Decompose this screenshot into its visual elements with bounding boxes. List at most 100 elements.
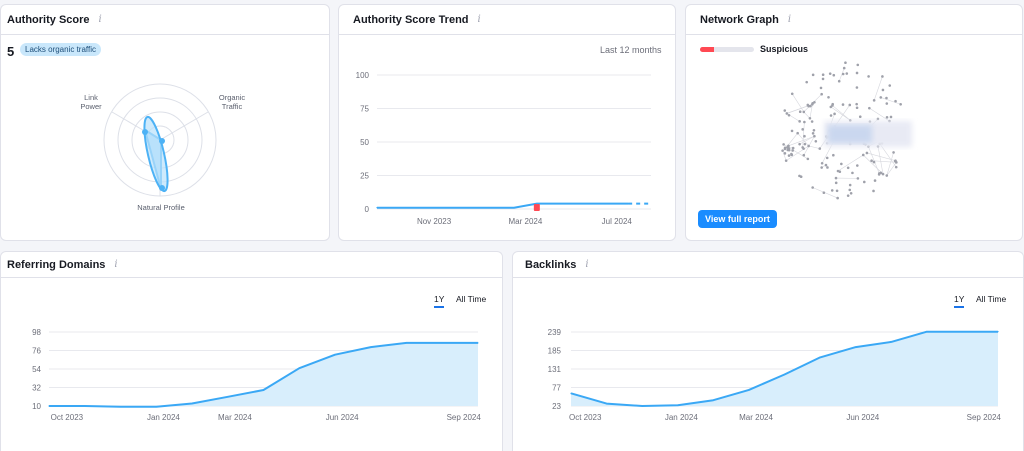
data-point [961, 331, 964, 333]
network-node [855, 106, 859, 110]
x-tick-label: Nov 2023 [417, 217, 452, 226]
radar-point-natural-profile [159, 185, 165, 191]
period-label: Last 12 months [600, 45, 662, 55]
info-icon[interactable]: i [114, 259, 118, 270]
network-legend: Suspicious [700, 44, 808, 54]
data-point [997, 331, 999, 333]
data-point [641, 405, 643, 407]
data-point [334, 354, 336, 356]
toggle-1y[interactable]: 1Y [954, 294, 965, 308]
edge [873, 76, 883, 101]
network-node [845, 72, 849, 75]
network-node [835, 189, 839, 193]
data-point [227, 396, 229, 398]
network-node [798, 110, 802, 113]
network-node [826, 166, 829, 169]
network-node [894, 165, 898, 169]
data-point [399, 207, 401, 209]
data-point [119, 406, 122, 408]
network-node [803, 142, 807, 146]
radar-point-organic-traffic [159, 138, 165, 144]
network-node [840, 162, 843, 166]
legend-label: Suspicious [760, 44, 809, 54]
network-node [858, 115, 862, 119]
network-node [799, 175, 803, 179]
data-point [570, 392, 572, 394]
network-node [790, 153, 794, 157]
network-node [783, 147, 787, 151]
edge [886, 152, 894, 176]
data-point [513, 207, 515, 209]
info-icon[interactable]: i [477, 14, 481, 25]
authority-score-header: Authority Score i [1, 5, 329, 35]
data-point [559, 203, 561, 205]
network-node [833, 112, 836, 116]
network-node [820, 92, 823, 96]
network-graph[interactable] [686, 5, 1023, 241]
x-tick-label: Mar 2024 [509, 217, 543, 226]
view-full-report-button[interactable]: View full report [698, 210, 777, 228]
x-tick-label: Jan 2024 [147, 413, 180, 422]
network-node [806, 157, 810, 161]
network-node [841, 103, 845, 106]
network-node [865, 151, 869, 155]
network-node [790, 92, 794, 96]
network-node [811, 73, 815, 77]
toggle-all-time[interactable]: All Time [976, 294, 1007, 304]
network-node [881, 88, 885, 92]
network-node [846, 194, 850, 197]
authority-trend-card: Authority Score Trend i Last 12 months 1… [338, 4, 676, 241]
network-node [808, 116, 812, 120]
y-tick-label: 185 [548, 347, 562, 356]
edge [808, 145, 820, 149]
y-tick-label: 76 [32, 347, 41, 356]
edge [837, 154, 864, 172]
network-node [888, 84, 892, 87]
network-node [807, 144, 810, 148]
data-point [422, 207, 424, 209]
x-tick-label: Sep 2024 [447, 413, 482, 422]
network-node [892, 151, 895, 154]
network-node [885, 96, 888, 100]
network-node [861, 153, 865, 157]
network-node [791, 146, 795, 150]
info-icon[interactable]: i [98, 14, 102, 25]
x-tick-label: Sep 2024 [967, 413, 1002, 422]
data-point [467, 207, 469, 209]
blurred-highlight [828, 125, 872, 143]
authority-score-card: Authority Score i 5 Lacks organic traffi… [0, 4, 330, 241]
network-node [899, 102, 902, 106]
toggle-all-time[interactable]: All Time [456, 294, 487, 304]
network-node [811, 103, 814, 106]
data-point [890, 341, 892, 343]
status-badge: Lacks organic traffic [20, 43, 101, 56]
edge [802, 121, 805, 148]
data-point [604, 203, 606, 205]
network-node [802, 110, 806, 114]
edge [782, 150, 787, 161]
suspicious-bar [700, 46, 754, 52]
network-node [834, 176, 838, 180]
info-icon[interactable]: i [787, 14, 792, 25]
data-point [191, 402, 193, 405]
network-node [873, 179, 877, 182]
network-node [894, 159, 897, 162]
network-node [820, 161, 824, 165]
edge [812, 187, 838, 199]
network-node [820, 166, 823, 169]
network-node [834, 181, 838, 185]
network-node [856, 63, 860, 67]
series-area [49, 342, 478, 407]
network-node [805, 80, 808, 84]
network-node [791, 149, 794, 152]
info-icon[interactable]: i [585, 259, 589, 270]
edge [830, 106, 851, 121]
network-node [894, 99, 897, 103]
network-node [846, 166, 850, 170]
toggle-1y[interactable]: 1Y [434, 294, 445, 308]
authority-score-value: 5 [7, 44, 15, 59]
edge [788, 135, 815, 147]
network-node [848, 183, 852, 187]
network-node [821, 77, 825, 81]
data-point [581, 203, 584, 205]
